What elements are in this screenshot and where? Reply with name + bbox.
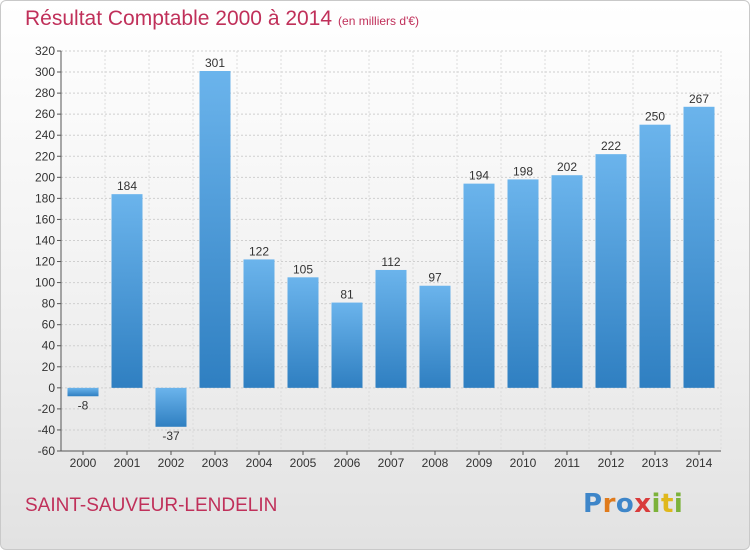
x-tick-label: 2013 [642,456,669,470]
x-tick-label: 2001 [114,456,141,470]
y-tick-label: 20 [42,360,56,374]
data-label-2007: 112 [381,255,400,269]
y-tick-label: 40 [42,339,56,353]
y-tick-label: 100 [35,276,55,290]
data-label-2014: 267 [689,92,709,106]
bar-2007 [375,269,407,388]
x-tick-label: 2000 [70,456,97,470]
bar-2000 [67,387,99,397]
commune-name: SAINT-SAUVEUR-LENDELIN [25,495,278,516]
data-label-2009: 194 [469,169,489,183]
x-tick-label: 2008 [422,456,449,470]
bar-2013 [639,124,671,388]
y-tick-label: 60 [42,318,56,332]
y-tick-label: 120 [35,255,55,269]
data-label-2012: 222 [601,139,621,153]
y-tick-label: 220 [35,149,55,163]
y-tick-label: 180 [35,191,55,205]
y-tick-label: -60 [38,444,56,458]
bar-2011 [551,175,583,388]
data-label-2008: 97 [428,271,442,285]
bar-2009 [463,183,495,388]
data-label-2001: 184 [117,179,137,193]
x-tick-label: 2003 [202,456,229,470]
bar-2012 [595,154,627,388]
proxiti-logo[interactable]: Proxiti [583,489,684,519]
bar-2008 [419,285,451,388]
data-label-2011: 202 [557,160,577,174]
data-label-2004: 122 [249,244,269,258]
y-tick-label: -20 [38,402,56,416]
x-tick-label: 2012 [598,456,625,470]
x-tick-label: 2007 [378,456,405,470]
x-tick-label: 2014 [686,456,713,470]
data-label-2005: 105 [293,262,313,276]
bar-2010 [507,179,539,388]
data-label-2000: -8 [78,398,89,412]
bar-2014 [683,106,715,388]
data-label-2002: -37 [162,429,180,443]
chart-title: Résultat Comptable 2000 à 2014 (en millie… [25,7,419,31]
y-tick-label: 160 [35,212,55,226]
bar-2001 [111,194,143,388]
chart-title-text: Résultat Comptable 2000 à 2014 [25,7,333,30]
x-tick-label: 2004 [246,456,273,470]
bar-2004 [243,259,275,388]
x-tick-label: 2010 [510,456,537,470]
x-tick-label: 2006 [334,456,361,470]
y-tick-label: 80 [42,297,56,311]
y-tick-label: 0 [48,381,55,395]
bar-2005 [287,277,319,388]
data-label-2013: 250 [645,110,665,124]
x-tick-label: 2009 [466,456,493,470]
bar-2002 [155,387,187,427]
data-label-2006: 81 [340,288,354,302]
y-tick-label: 300 [35,65,55,79]
x-tick-label: 2005 [290,456,317,470]
y-tick-label: 280 [35,86,55,100]
bar-2006 [331,302,363,388]
bar-2003 [199,71,231,388]
y-tick-label: 140 [35,233,55,247]
y-tick-label: 320 [35,44,55,58]
chart-subtitle: (en milliers d'€) [338,14,420,28]
y-tick-label: 200 [35,170,55,184]
axes: -60-40-200204060801001201401601802002202… [35,44,721,470]
y-tick-label: -40 [38,423,56,437]
y-tick-label: 240 [35,128,55,142]
data-labels: -8 184 -37 301 122 105 81 112 97 194 198 202 222 250 2… [78,56,710,443]
y-tick-label: 260 [35,107,55,121]
data-label-2003: 301 [205,56,225,70]
data-label-2010: 198 [513,164,533,178]
x-tick-label: 2011 [554,456,580,470]
x-tick-label: 2002 [158,456,185,470]
bars [67,71,715,427]
